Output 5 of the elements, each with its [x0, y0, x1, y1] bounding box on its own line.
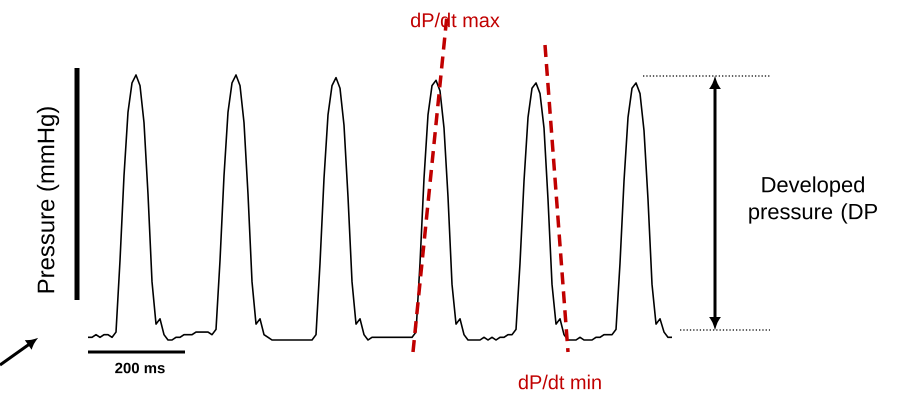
text: Developed pressure (DP — [749, 176, 877, 224]
text: dP/dt min — [518, 374, 601, 390]
text: dP/dt max — [411, 12, 500, 28]
text: 200 ms — [115, 362, 165, 374]
y-axis-title: Pressure (mmHg) — [36, 107, 60, 292]
